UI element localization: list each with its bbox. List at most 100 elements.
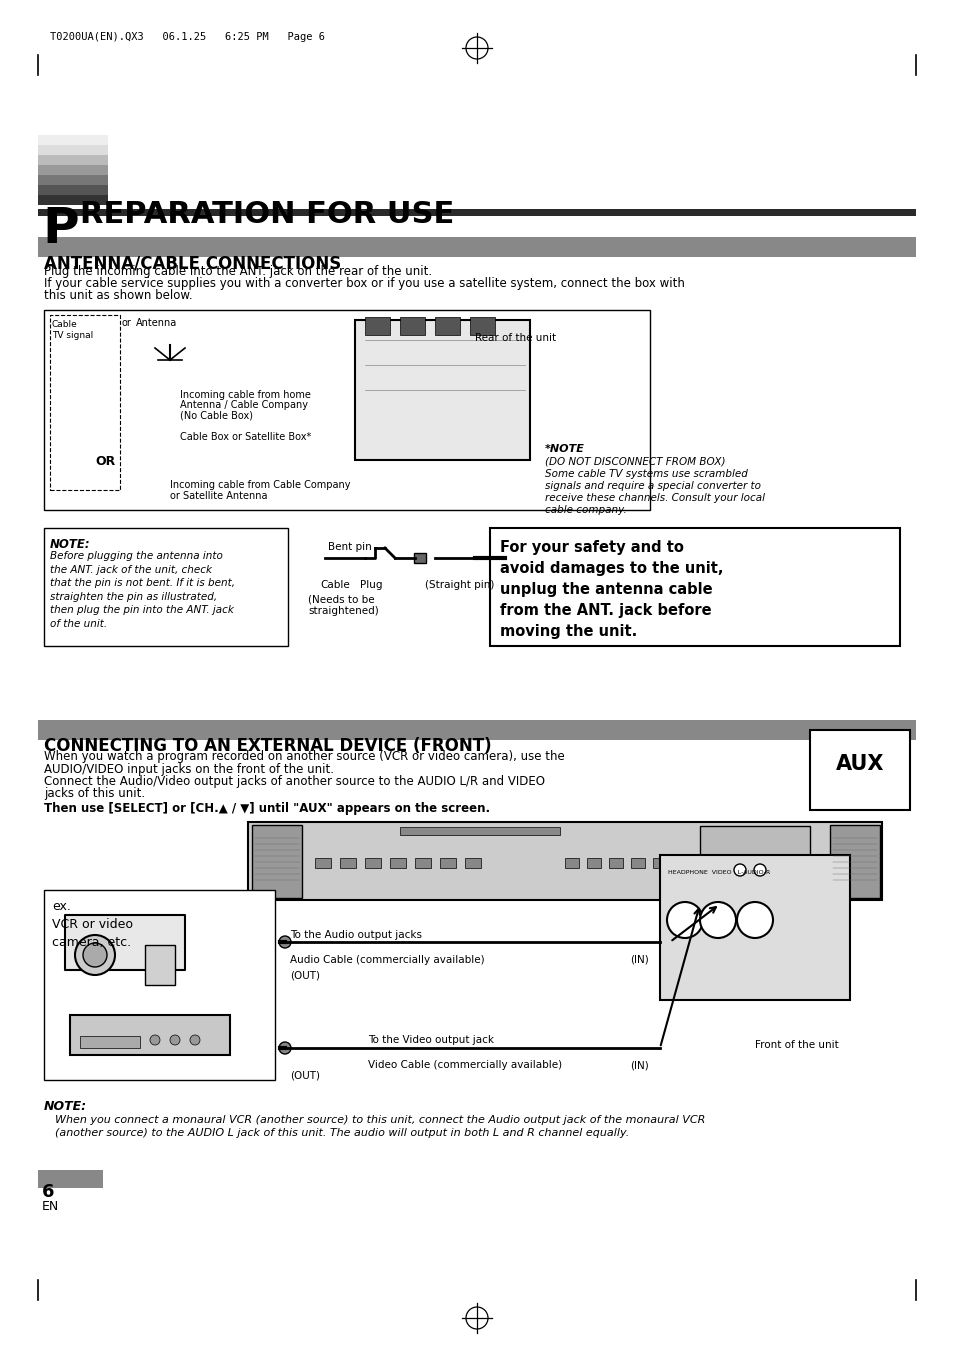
Text: ANTENNA/CABLE CONNECTIONS: ANTENNA/CABLE CONNECTIONS xyxy=(44,254,341,272)
Bar xyxy=(564,858,578,867)
Bar xyxy=(38,720,915,740)
Circle shape xyxy=(733,865,745,875)
Text: Cable
TV signal: Cable TV signal xyxy=(52,320,93,340)
Bar xyxy=(38,135,108,145)
Text: NOTE:: NOTE: xyxy=(50,538,91,551)
Bar xyxy=(65,915,185,970)
Bar xyxy=(365,317,390,335)
Text: To the Video output jack: To the Video output jack xyxy=(368,1035,494,1046)
Text: P: P xyxy=(42,205,78,253)
Bar xyxy=(38,185,108,195)
Text: Incoming cable from home: Incoming cable from home xyxy=(180,390,311,400)
Text: Plug the incoming cable into the ANT. jack on the rear of the unit.: Plug the incoming cable into the ANT. ja… xyxy=(44,265,432,278)
Text: Before plugging the antenna into
the ANT. jack of the unit, check
that the pin i: Before plugging the antenna into the ANT… xyxy=(50,551,234,630)
Circle shape xyxy=(702,855,717,869)
Text: EN: EN xyxy=(42,1200,59,1213)
Text: receive these channels. Consult your local: receive these channels. Consult your loc… xyxy=(544,493,764,503)
Bar xyxy=(44,309,649,509)
Text: AUX: AUX xyxy=(835,754,883,774)
Text: For your safety and to
avoid damages to the unit,
unplug the antenna cable
from : For your safety and to avoid damages to … xyxy=(499,540,722,639)
Text: Cable: Cable xyxy=(319,580,350,590)
Bar xyxy=(809,730,909,811)
Bar xyxy=(652,858,666,867)
Bar xyxy=(390,858,406,867)
Bar xyxy=(44,528,288,646)
Text: cable company.: cable company. xyxy=(544,505,626,515)
Circle shape xyxy=(666,902,702,938)
Text: Rear of the unit: Rear of the unit xyxy=(475,332,556,343)
Bar xyxy=(464,858,480,867)
Text: OR: OR xyxy=(95,455,115,467)
Text: CONNECTING TO AN EXTERNAL DEVICE (FRONT): CONNECTING TO AN EXTERNAL DEVICE (FRONT) xyxy=(44,738,491,755)
Circle shape xyxy=(720,855,734,869)
Circle shape xyxy=(278,936,291,948)
Text: (OUT): (OUT) xyxy=(290,970,319,979)
Text: REPARATION FOR USE: REPARATION FOR USE xyxy=(80,200,454,230)
Text: or Satellite Antenna: or Satellite Antenna xyxy=(170,490,267,501)
Text: Antenna: Antenna xyxy=(136,317,177,328)
Circle shape xyxy=(737,902,772,938)
Text: NOTE:: NOTE: xyxy=(44,1100,87,1113)
Circle shape xyxy=(75,935,115,975)
Circle shape xyxy=(190,1035,200,1046)
Circle shape xyxy=(150,1035,160,1046)
Text: Audio Cable (commercially available): Audio Cable (commercially available) xyxy=(290,955,484,965)
Bar xyxy=(38,176,108,205)
Bar xyxy=(659,855,849,1000)
Bar xyxy=(435,317,459,335)
Circle shape xyxy=(83,943,107,967)
Text: signals and require a special converter to: signals and require a special converter … xyxy=(544,481,760,490)
Text: this unit as shown below.: this unit as shown below. xyxy=(44,289,193,303)
Text: If your cable service supplies you with a converter box or if you use a satellit: If your cable service supplies you with … xyxy=(44,277,684,290)
Text: Antenna / Cable Company: Antenna / Cable Company xyxy=(180,400,308,409)
Text: AUDIO/VIDEO input jacks on the front of the unit.: AUDIO/VIDEO input jacks on the front of … xyxy=(44,763,334,775)
Bar xyxy=(829,825,879,898)
Bar xyxy=(399,827,559,835)
Text: Plug: Plug xyxy=(359,580,382,590)
Bar xyxy=(339,858,355,867)
Text: *NOTE: *NOTE xyxy=(544,444,584,454)
Bar xyxy=(38,209,915,216)
Bar xyxy=(145,944,174,985)
Bar xyxy=(586,858,600,867)
Text: Cable Box or Satellite Box*: Cable Box or Satellite Box* xyxy=(180,432,311,442)
Text: When you watch a program recorded on another source (VCR or video camera), use t: When you watch a program recorded on ano… xyxy=(44,750,564,763)
Bar xyxy=(38,155,108,165)
Text: When you connect a monaural VCR (another source) to this unit, connect the Audio: When you connect a monaural VCR (another… xyxy=(55,1115,704,1125)
Bar xyxy=(608,858,622,867)
Text: Video Cable (commercially available): Video Cable (commercially available) xyxy=(368,1061,561,1070)
Bar xyxy=(38,145,108,155)
Text: Connect the Audio/Video output jacks of another source to the AUDIO L/R and VIDE: Connect the Audio/Video output jacks of … xyxy=(44,775,544,788)
Bar xyxy=(38,176,108,185)
Text: (IN): (IN) xyxy=(629,955,648,965)
Bar xyxy=(355,320,530,459)
Bar xyxy=(414,553,426,563)
Bar xyxy=(700,825,809,875)
Bar xyxy=(470,317,495,335)
Text: or: or xyxy=(122,317,132,328)
Bar xyxy=(38,1170,103,1188)
Text: Front of the unit: Front of the unit xyxy=(754,1040,838,1050)
Text: HEADPHONE  VIDEO   L-AUDIO-R: HEADPHONE VIDEO L-AUDIO-R xyxy=(667,870,769,875)
Bar xyxy=(439,858,456,867)
Bar xyxy=(503,553,516,563)
Bar xyxy=(70,1015,230,1055)
Text: To the Audio output jacks: To the Audio output jacks xyxy=(290,929,421,940)
Text: (DO NOT DISCONNECT FROM BOX): (DO NOT DISCONNECT FROM BOX) xyxy=(544,457,724,467)
Text: 6: 6 xyxy=(42,1183,54,1201)
Text: ex.
VCR or video
camera, etc.: ex. VCR or video camera, etc. xyxy=(52,900,132,948)
Bar xyxy=(415,858,431,867)
Text: Some cable TV systems use scrambled: Some cable TV systems use scrambled xyxy=(544,469,747,480)
Text: (Needs to be
straightened): (Needs to be straightened) xyxy=(308,594,378,616)
Bar xyxy=(80,1036,140,1048)
Bar xyxy=(490,528,899,646)
Text: (No Cable Box): (No Cable Box) xyxy=(180,409,253,420)
Circle shape xyxy=(700,902,735,938)
Circle shape xyxy=(753,865,765,875)
Bar xyxy=(38,236,915,257)
Circle shape xyxy=(278,1042,291,1054)
Text: (Straight pin): (Straight pin) xyxy=(425,580,495,590)
Bar xyxy=(50,315,120,490)
Bar xyxy=(248,821,882,900)
Text: Incoming cable from Cable Company: Incoming cable from Cable Company xyxy=(170,480,350,490)
